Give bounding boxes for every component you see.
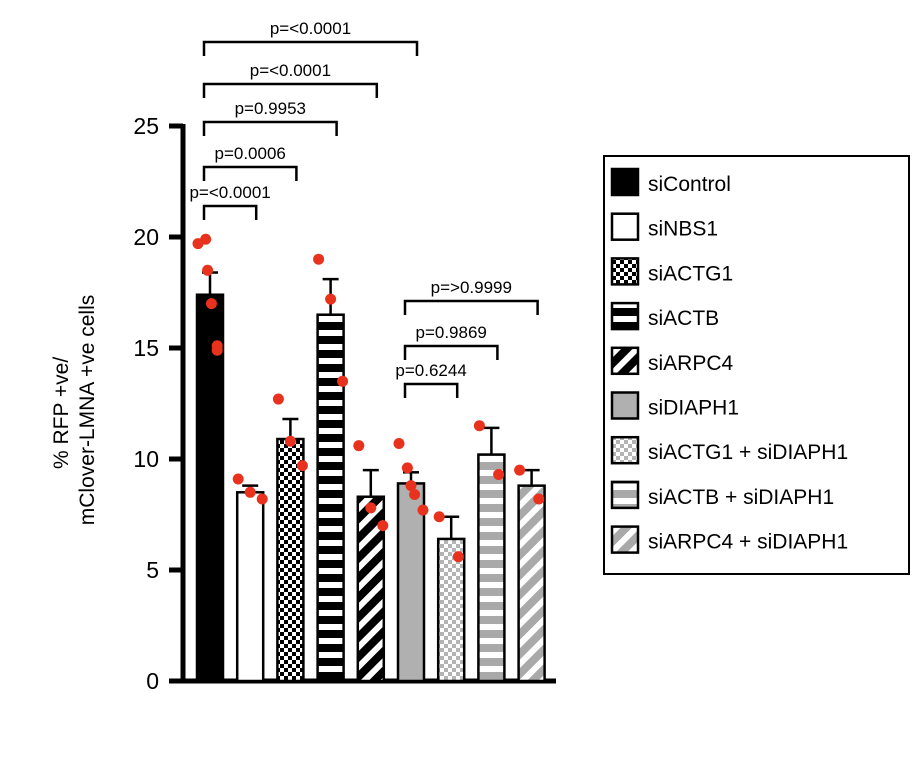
data-point (405, 480, 417, 492)
significance-bracket (202, 165, 298, 181)
significance-bracket (202, 82, 379, 98)
legend-label: siDIAPH1 (648, 397, 739, 420)
bar (316, 313, 345, 683)
p-value-label: p=<0.0001 (250, 61, 331, 80)
bar (477, 453, 506, 683)
data-point (409, 489, 421, 501)
legend-label: siARPC4 + siDIAPH1 (648, 531, 848, 554)
p-value-label: p=>0.9999 (431, 278, 512, 297)
data-point (202, 264, 214, 276)
data-point (244, 486, 256, 498)
bar (235, 491, 265, 683)
y-tick-label: 25 (133, 113, 159, 139)
legend-swatch (610, 167, 640, 197)
data-point (272, 393, 284, 405)
p-value-label: p=<0.0001 (270, 19, 351, 38)
significance-bracket (202, 40, 419, 56)
data-point (232, 473, 244, 485)
p-value-label: p=0.9953 (235, 99, 306, 118)
data-point (377, 520, 389, 532)
y-tick-label: 0 (146, 668, 159, 694)
data-point (473, 420, 485, 432)
legend-label: siACTB + siDIAPH1 (648, 486, 834, 509)
legend-box (603, 155, 910, 575)
bars (195, 271, 546, 683)
data-point (211, 344, 223, 356)
p-value-label: p=<0.0001 (189, 183, 270, 202)
data-point (284, 435, 296, 447)
data-point (200, 233, 212, 245)
y-tick-label: 20 (133, 224, 159, 250)
significance-bracket (202, 120, 338, 136)
data-point (256, 493, 268, 505)
data-point (325, 293, 337, 305)
bar (517, 484, 546, 683)
legend-label: siACTB (648, 307, 719, 330)
legend-swatch (610, 212, 640, 241)
y-tick-label: 15 (133, 335, 159, 361)
legend-swatch (610, 301, 640, 331)
data-point (205, 298, 217, 310)
significance-bracket (403, 299, 539, 315)
legend-label: siACTG1 (648, 262, 733, 285)
data-point (514, 464, 526, 476)
legend-swatch (610, 257, 640, 286)
significance-bracket (403, 344, 499, 360)
data-point (365, 502, 377, 514)
legend-label: siNBS1 (648, 218, 718, 241)
legend-items: siControl siNBS1 siACTG1 siACTB siARPC4 siDIA… (610, 167, 848, 554)
legend-label: siACTG1 + siDIAPH1 (648, 441, 848, 464)
data-points (192, 233, 545, 563)
legend-swatch (610, 435, 640, 465)
significance-bracket (202, 204, 258, 220)
legend-label: siControl (648, 173, 731, 196)
data-point (533, 493, 545, 505)
legend-swatch (610, 525, 640, 554)
data-point (313, 253, 325, 265)
p-value-label: p=0.0006 (215, 144, 286, 163)
data-point (417, 504, 429, 516)
p-value-label: p=0.6244 (395, 361, 466, 380)
significance-annotations: p=<0.0001 p=0.0006 p=0.9953 p=<0.0001 p=<0.0… (189, 19, 539, 398)
legend-swatch (610, 480, 640, 510)
legend-label: siARPC4 (648, 352, 734, 375)
p-value-label: p=0.9869 (416, 323, 487, 342)
bar (195, 293, 225, 683)
significance-bracket (403, 382, 459, 398)
legend-swatch (610, 346, 640, 376)
bar (276, 437, 305, 683)
legend-swatch (610, 391, 640, 420)
y-axis-label-line1: % RFP +ve/ (50, 357, 73, 469)
data-point (452, 551, 464, 563)
data-point (493, 469, 505, 481)
y-tick-label: 10 (133, 446, 159, 472)
data-point (401, 462, 413, 474)
data-point (393, 437, 405, 449)
y-tick-label: 5 (146, 557, 159, 583)
y-axis-label-line2: mClover-LMNA +ve cells (76, 295, 99, 525)
data-point (433, 511, 445, 523)
data-point (296, 460, 308, 472)
data-point (353, 440, 365, 452)
y-axis-label: % RFP +ve/ mClover-LMNA +ve cells (50, 295, 99, 525)
legend: siControl siNBS1 siACTG1 siACTB siARPC4 siDIA… (603, 155, 910, 575)
data-point (337, 375, 349, 387)
